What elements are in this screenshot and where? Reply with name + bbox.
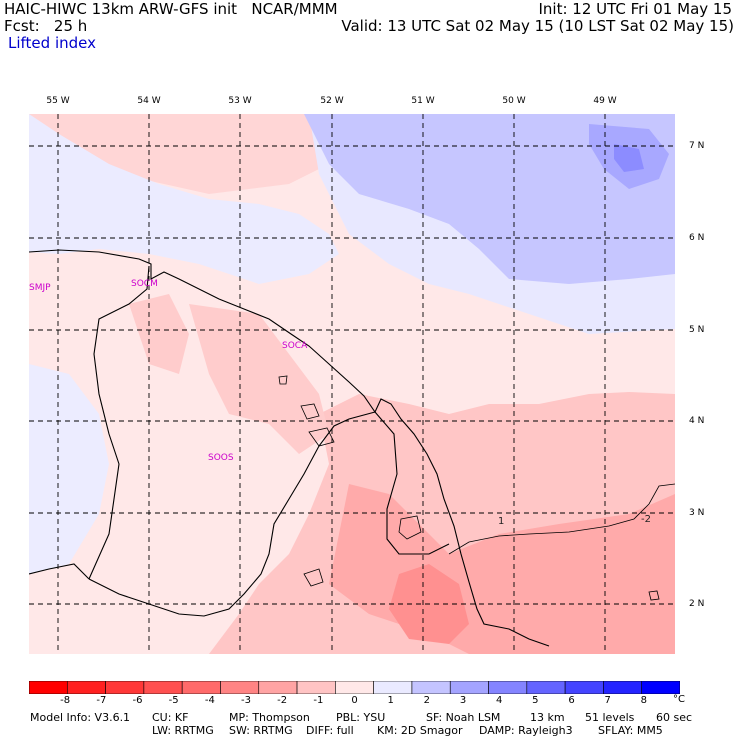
colorbar-tick-label: 7 [604,695,611,706]
init-time: Init: 12 UTC Fri 01 May 15 [538,0,732,18]
border-brazil-west [29,563,90,580]
colorbar-tick-label: -1 [313,695,324,706]
pbl-scheme: PBL: YSU [336,711,386,724]
colorbar-tick-label: -7 [96,695,107,706]
colorbar-cell [564,681,604,694]
colorbar-tick-label: 8 [640,695,648,706]
vertical-levels: 51 levels [585,711,635,724]
colorbar-cell [66,681,106,694]
colorbar-cell [641,681,680,694]
lon-label-54w: 54 W [137,96,161,106]
contour-minus2-small-a [398,515,422,540]
contour-minus2-small-d [308,427,335,447]
lon-label-50w: 50 W [502,96,526,106]
colorbar-cell [220,681,260,694]
shortwave-scheme: SW: RRTMG [229,724,293,737]
colorbar-cell [258,681,298,694]
colorbar-tick-label: 3 [459,695,467,706]
shade-plus1-band [29,114,339,284]
grid-resolution: 13 km [530,711,565,724]
microphysics-scheme: MP: Thompson [229,711,310,724]
model-title: HAIC-HIWC 13km ARW-GFS init NCAR/MMM [4,0,338,18]
colorbar-tick-label: -8 [60,695,71,706]
colorbar-cells [29,681,680,694]
station-socm: SOCM [131,279,158,289]
colorbar-cell [181,681,221,694]
shade-plus4 [614,144,644,172]
colorbar-unit: °C [673,694,685,705]
colorbar-cell [29,681,68,694]
lon-label-53w: 53 W [228,96,252,106]
shade-inland-west [129,294,329,454]
forecast-hour: Fcst: 25 h [4,17,88,35]
coastlines-borders [29,249,550,647]
colorbar-cell [143,681,183,694]
lat-label-7n: 7 N [689,141,705,151]
lat-label-5n: 5 N [689,325,705,335]
colorbar-cell [488,681,528,694]
estuary-shore [374,411,450,555]
colorbar-cell [335,681,374,694]
colorbar-tick-label: -3 [241,695,251,706]
eddy-coefficient: KM: 2D Smagor [377,724,463,737]
contour-lines [278,375,675,601]
colorbar-tick-label: 4 [495,695,503,706]
contour-minus2-small-e [278,375,288,385]
contour-label-1: 1 [498,516,505,527]
station-soca: SOCA [282,341,308,351]
colorbar-tick-label: -6 [132,695,143,706]
colorbar-tick-label: 5 [532,695,539,706]
contour-label-minus2: -2 [641,514,651,525]
lon-label-51w: 51 W [411,96,435,106]
colorbar-cell [411,681,451,694]
time-step: 60 sec [656,711,693,724]
lat-label-6n: 6 N [689,233,705,243]
coastline [29,249,550,647]
lon-label-52w: 52 W [320,96,344,106]
lat-label-3n: 3 N [689,508,705,518]
colorbar-cell [526,681,566,694]
field-name: Lifted index [8,34,96,52]
border-suriname-guiana [88,265,150,580]
colorbar-cell [449,681,489,694]
shade-plus1-inland [29,364,109,574]
cumulus-scheme: CU: KF [152,711,189,724]
valid-time: Valid: 13 UTC Sat 02 May 15 (10 LST Sat … [341,17,734,35]
diffusion-option: DIFF: full [306,724,354,737]
contour-minus2-small-f [648,590,660,601]
colorbar-tick-label: -5 [168,695,179,706]
colorbar-tick-label: 6 [568,695,575,706]
damping-option: DAMP: Rayleigh3 [479,724,573,737]
lon-label-49w: 49 W [593,96,617,106]
lat-lon-grid [29,114,675,654]
colorbar-cell [603,681,642,694]
contour-minus2-small-b [303,568,324,587]
colorbar-tick-label: -2 [277,695,288,706]
lon-label-55w: 55 W [46,96,70,106]
field-shading [29,114,675,654]
station-soos: SOOS [208,453,234,463]
colorbar-tick-label: 1 [387,695,394,706]
border-guiana-brazil [88,411,376,617]
colorbar-tick-label: -4 [204,695,215,706]
longwave-scheme: LW: RRTMG [152,724,214,737]
model-info: Model Info: V3.6.1 [30,711,131,724]
surface-layer: SFLAY: MM5 [598,724,663,737]
lat-label-2n: 2 N [689,599,705,609]
colorbar-tick-label: 2 [423,695,431,706]
contour-minus2-east [448,483,675,555]
lat-label-4n: 4 N [689,416,705,426]
surface-scheme: SF: Noah LSM [426,711,501,724]
colorbar [29,681,680,694]
colorbar-cell [296,681,336,694]
colorbar-cell [105,681,145,694]
contour-minus2-small-c [300,403,320,420]
shade-plus2 [304,114,675,284]
colorbar-tick-label: 0 [351,695,358,706]
colorbar-cell [373,681,413,694]
station-smjp: SMJP [29,283,51,293]
shade-minus1-north [29,114,349,194]
lifted-index-map [29,114,675,654]
